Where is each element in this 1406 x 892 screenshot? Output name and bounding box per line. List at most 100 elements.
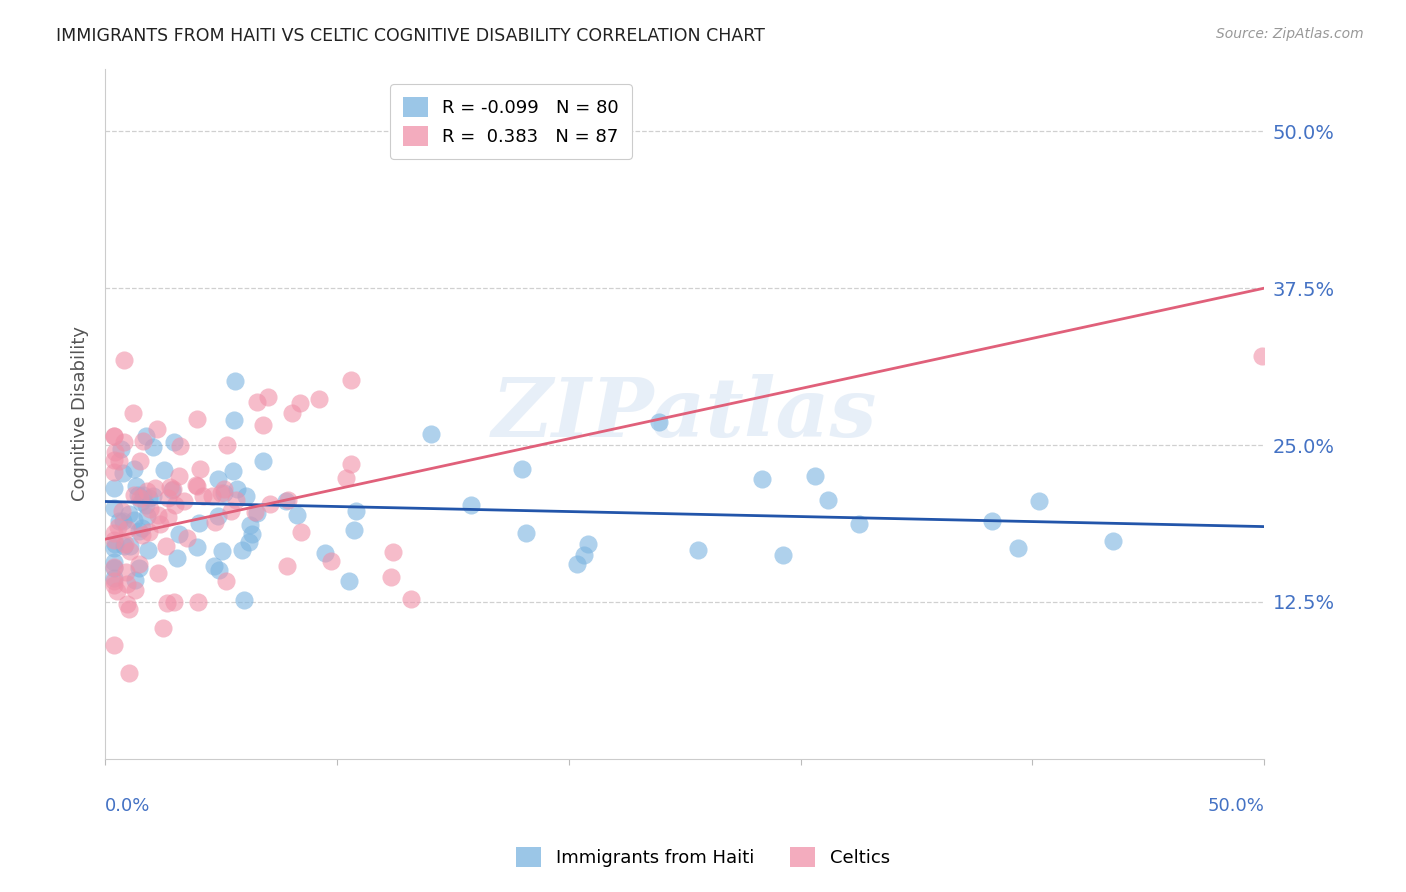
Point <box>148 508 170 522</box>
Point <box>277 493 299 508</box>
Point <box>1007 541 1029 556</box>
Point <box>233 592 256 607</box>
Point <box>340 373 363 387</box>
Point <box>124 582 146 597</box>
Point <box>103 533 125 547</box>
Point <box>285 508 308 522</box>
Point <box>169 439 191 453</box>
Point <box>256 390 278 404</box>
Point <box>105 584 128 599</box>
Point <box>146 422 169 436</box>
Point <box>124 513 146 527</box>
Point <box>112 539 135 553</box>
Point <box>187 595 209 609</box>
Point <box>201 489 224 503</box>
Point <box>103 578 125 592</box>
Point <box>226 482 249 496</box>
Point <box>136 542 159 557</box>
Point <box>127 488 149 502</box>
Point <box>141 489 163 503</box>
Point <box>146 566 169 580</box>
Point <box>103 638 125 652</box>
Point <box>804 469 827 483</box>
Point <box>124 573 146 587</box>
Point <box>207 472 229 486</box>
Point <box>240 526 263 541</box>
Point <box>128 561 150 575</box>
Point <box>111 466 134 480</box>
Point <box>191 489 214 503</box>
Point <box>118 540 141 554</box>
Point <box>276 559 298 574</box>
Point <box>225 493 247 508</box>
Point <box>153 462 176 476</box>
Point <box>155 539 177 553</box>
Point <box>212 486 235 500</box>
Point <box>103 560 125 574</box>
Point <box>981 514 1004 528</box>
Point <box>848 517 870 532</box>
Point <box>157 509 180 524</box>
Point <box>340 457 363 471</box>
Point <box>124 462 146 476</box>
Point <box>131 434 153 449</box>
Point <box>131 521 153 535</box>
Point <box>817 493 839 508</box>
Point <box>129 491 152 505</box>
Point <box>224 374 246 388</box>
Point <box>112 353 135 368</box>
Point <box>138 525 160 540</box>
Point <box>222 464 245 478</box>
Point <box>215 574 238 589</box>
Point <box>231 543 253 558</box>
Point <box>163 595 186 609</box>
Point <box>209 485 232 500</box>
Legend: Immigrants from Haiti, Celtics: Immigrants from Haiti, Celtics <box>509 839 897 874</box>
Point <box>222 413 245 427</box>
Point <box>308 392 330 407</box>
Text: Source: ZipAtlas.com: Source: ZipAtlas.com <box>1216 27 1364 41</box>
Point <box>186 478 208 492</box>
Point <box>118 544 141 558</box>
Point <box>135 498 157 512</box>
Point <box>1028 494 1050 508</box>
Point <box>246 394 269 409</box>
Point <box>104 537 127 551</box>
Point <box>173 494 195 508</box>
Point <box>142 440 165 454</box>
Point <box>772 548 794 562</box>
Point <box>128 557 150 571</box>
Point <box>118 602 141 616</box>
Point <box>211 543 233 558</box>
Point <box>343 523 366 537</box>
Point <box>103 429 125 443</box>
Point <box>208 564 231 578</box>
Point <box>290 524 312 539</box>
Point <box>152 621 174 635</box>
Point <box>648 415 671 429</box>
Point <box>344 504 367 518</box>
Point <box>138 491 160 505</box>
Point <box>135 429 157 443</box>
Point <box>117 522 139 536</box>
Point <box>686 543 709 558</box>
Point <box>1102 534 1125 549</box>
Point <box>114 537 136 551</box>
Point <box>572 548 595 562</box>
Point <box>166 550 188 565</box>
Point <box>337 574 360 589</box>
Point <box>115 576 138 591</box>
Point <box>129 454 152 468</box>
Point <box>108 454 131 468</box>
Point <box>578 537 600 551</box>
Point <box>252 417 274 432</box>
Point <box>138 501 160 516</box>
Point <box>117 597 139 611</box>
Point <box>160 483 183 498</box>
Point <box>239 518 262 533</box>
Point <box>207 509 229 524</box>
Point <box>162 435 184 450</box>
Point <box>252 454 274 468</box>
Point <box>281 406 304 420</box>
Point <box>246 507 269 521</box>
